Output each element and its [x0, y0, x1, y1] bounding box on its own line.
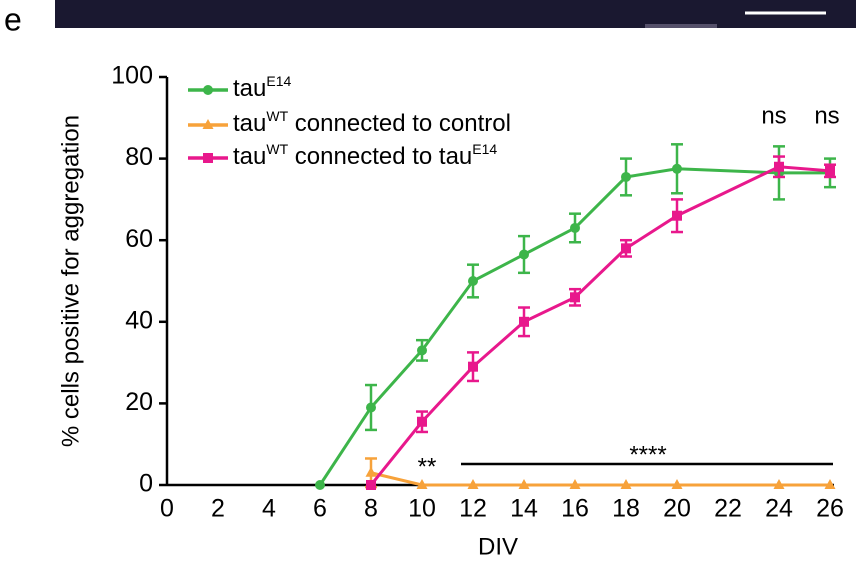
legend-text-part: tau: [233, 143, 266, 170]
y-tick-label: 80: [125, 143, 153, 171]
legend-text-part: E14: [472, 141, 497, 157]
y-tick-label: 60: [125, 225, 153, 253]
legend-text-part: connected to control: [288, 110, 511, 137]
y-tick-label: 100: [111, 62, 153, 90]
marker: [774, 162, 784, 172]
marker: [621, 243, 631, 253]
x-tick-label: 14: [510, 495, 538, 523]
y-tick-label: 0: [139, 470, 153, 498]
series-line: [371, 473, 830, 485]
x-tick-label: 26: [816, 495, 844, 523]
annotation: ****: [629, 441, 666, 468]
marker: [417, 417, 427, 427]
legend-marker: [203, 85, 213, 95]
marker: [672, 164, 682, 174]
legend-text-part: tau: [233, 110, 266, 137]
legend-text-part: WT: [266, 141, 288, 157]
x-tick-label: 20: [663, 495, 691, 523]
legend-text-part: connected to tau: [288, 143, 472, 170]
marker: [468, 362, 478, 372]
x-tick-label: 18: [612, 495, 640, 523]
legend-marker: [203, 153, 213, 163]
panel-label: e: [4, 1, 22, 37]
marker: [366, 467, 377, 477]
marker: [366, 402, 376, 412]
marker: [315, 480, 325, 490]
marker: [519, 249, 529, 259]
y-axis-label: % cells positive for aggregation: [57, 115, 84, 447]
legend-text-part: E14: [266, 73, 291, 89]
x-tick-label: 2: [211, 495, 225, 523]
marker: [519, 317, 529, 327]
x-tick-label: 8: [364, 495, 378, 523]
image-detail: [645, 24, 717, 28]
x-tick-label: 22: [714, 495, 742, 523]
annotation: ns: [814, 102, 839, 129]
chart: e % cells positive for aggregation DIV 0…: [0, 0, 856, 567]
x-tick-label: 0: [160, 495, 174, 523]
image-strip: [55, 0, 856, 28]
y-tick-label: 40: [125, 306, 153, 334]
marker: [570, 292, 580, 302]
legend-label: tauWT connected to control: [233, 108, 511, 138]
legend-text-part: WT: [266, 108, 288, 124]
marker: [468, 276, 478, 286]
legend-text-part: tau: [233, 75, 266, 102]
y-tick-label: 20: [125, 388, 153, 416]
x-tick-label: 24: [765, 495, 793, 523]
marker: [672, 211, 682, 221]
x-tick-label: 16: [561, 495, 589, 523]
x-tick-label: 4: [262, 495, 276, 523]
marker: [366, 480, 376, 490]
x-tick-label: 10: [408, 495, 436, 523]
x-tick-label: 12: [459, 495, 487, 523]
annotation: **: [418, 453, 437, 480]
marker: [417, 345, 427, 355]
annotation: ns: [761, 102, 786, 129]
x-tick-label: 6: [313, 495, 327, 523]
legend-label: tauE14: [233, 73, 291, 103]
marker: [825, 166, 835, 176]
marker: [621, 172, 631, 182]
marker: [570, 223, 580, 233]
legend-label: tauWT connected to tauE14: [233, 141, 497, 171]
x-axis-label: DIV: [478, 533, 518, 560]
